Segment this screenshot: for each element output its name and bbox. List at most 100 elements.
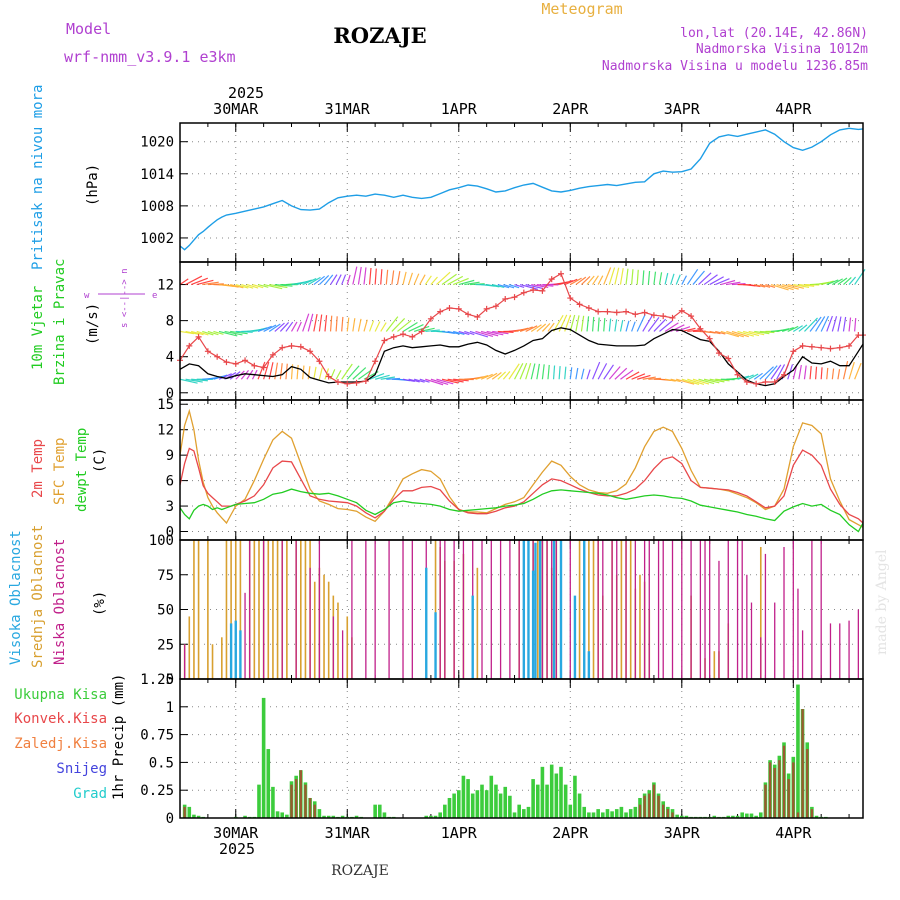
wind-barb — [842, 360, 849, 380]
y-tick-label: 1.25 — [140, 672, 174, 688]
cloud-unit: (%) — [92, 591, 108, 616]
wind-barb — [664, 322, 679, 332]
wind-barb — [263, 324, 277, 332]
x-day-label-top: 4APR — [775, 100, 812, 118]
wind-gust-marker — [214, 353, 221, 360]
y-tick-label: 0 — [166, 525, 174, 541]
wind-gust-marker — [232, 360, 239, 367]
wind-barb — [647, 270, 651, 285]
temp-unit: (C) — [92, 448, 108, 473]
wind-gust-marker — [316, 358, 323, 365]
y-tick-label: 8 — [166, 314, 174, 330]
wind-barb — [185, 378, 203, 383]
precip-total-bar — [447, 797, 452, 818]
wind-gust-marker — [743, 378, 750, 385]
precip-total-bar — [285, 814, 289, 818]
panel-frame — [179, 678, 864, 819]
wind-barb — [798, 283, 815, 287]
precip-total-bar — [452, 793, 456, 818]
wind-barb — [307, 276, 321, 286]
x-day-label-top: 31MAR — [325, 100, 371, 118]
wind-barb — [380, 269, 383, 285]
wind-barb — [776, 364, 786, 380]
wind-barb — [603, 267, 612, 285]
precip-total-bar — [587, 812, 591, 818]
wind-barb — [324, 274, 334, 285]
wind-barb — [552, 365, 556, 380]
wind-barb — [274, 283, 293, 287]
wind-barb — [547, 364, 550, 380]
legend-total-rain: Ukupna Kisa — [14, 687, 107, 703]
svg-text:e: e — [152, 291, 157, 301]
precip-total-bar — [568, 804, 573, 818]
wind-barb — [575, 367, 579, 380]
precip-total-bar — [619, 806, 624, 818]
wind-barb — [346, 317, 350, 332]
wind-barb — [413, 273, 420, 285]
y-tick-label: 3 — [166, 499, 174, 515]
precip-convective-bar — [313, 804, 316, 818]
y-tick-label: 1008 — [140, 199, 174, 215]
wind-barb — [363, 319, 368, 332]
wind-barb — [318, 275, 330, 285]
wind-barb — [341, 316, 344, 332]
precip-total-bar — [382, 812, 387, 818]
legend-freezing-rain: Zaledj.Kisa — [14, 736, 107, 752]
model-label: Model — [66, 20, 111, 38]
wind-gust-marker — [725, 355, 732, 362]
precip-total-bar — [192, 814, 196, 818]
wind-gust-marker — [381, 337, 388, 344]
wind-barb — [681, 378, 700, 386]
y-tick-label: 12 — [157, 278, 174, 294]
precip-total-bar — [526, 806, 531, 818]
precip-total-bar — [508, 795, 512, 818]
wind-barb — [196, 279, 214, 286]
x-day-label-bottom: 3APR — [664, 824, 701, 842]
wind-gust-marker — [427, 315, 434, 322]
wind-barb — [352, 266, 358, 285]
wind-barb — [402, 378, 415, 383]
wind-barb — [519, 362, 528, 380]
wind-barb — [726, 281, 741, 286]
wind-barb — [453, 330, 465, 335]
wind-barb — [597, 275, 604, 285]
pressure-unit: (hPa) — [85, 164, 101, 206]
wind-barb — [441, 273, 457, 286]
wind-barb — [620, 369, 634, 380]
wind-barb — [748, 330, 765, 336]
wind-barb — [263, 361, 270, 380]
precip-total-bar — [512, 812, 517, 818]
wind-gust-marker — [557, 270, 564, 277]
cloud-low-legend: Niska Oblacnost — [52, 539, 68, 665]
wind-barb — [368, 267, 372, 285]
y-tick-label: 12 — [157, 423, 174, 439]
precip-total-bar — [596, 809, 600, 818]
wind-barb — [636, 314, 646, 332]
wind-barb — [408, 323, 424, 332]
wind-barb — [698, 378, 715, 385]
precip-total-bar — [377, 804, 382, 818]
wind-barb — [436, 378, 454, 385]
wind-gust-marker — [400, 331, 407, 338]
wind-barb — [670, 378, 681, 383]
wind-gust-marker — [530, 286, 537, 293]
precip-total-bar — [470, 793, 475, 818]
wind-barb — [408, 378, 420, 383]
wind-barb — [547, 322, 555, 332]
wind-barb — [703, 378, 720, 384]
precip-unit: 1hr Precip (mm) — [111, 674, 127, 800]
wind-barb — [491, 371, 502, 380]
precip-convective-bar — [299, 770, 303, 818]
wind-barb — [357, 318, 362, 332]
wind-barb — [408, 272, 414, 285]
wind-barb — [698, 272, 712, 285]
precip-total-bar — [317, 809, 322, 818]
year-label-top: 2025 — [228, 84, 264, 102]
wind-barb — [302, 313, 310, 332]
y-tick-label: 1020 — [140, 135, 174, 151]
wind-gust-marker — [455, 305, 462, 312]
wind-barb — [536, 363, 540, 380]
precip-convective-bar — [764, 784, 767, 818]
wind-gust-marker — [204, 348, 211, 355]
y-tick-label: 6 — [166, 474, 174, 490]
